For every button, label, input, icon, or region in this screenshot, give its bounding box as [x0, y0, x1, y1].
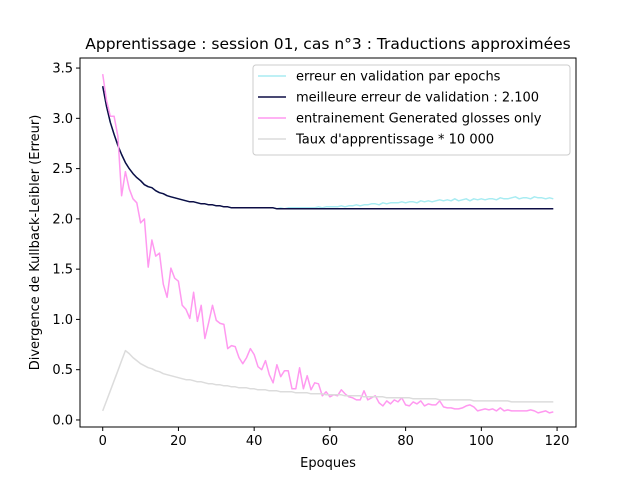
chart-title: Apprentissage : session 01, cas n°3 : Tr…: [85, 35, 570, 53]
series-layer: [101, 73, 554, 414]
y-tick-label: 1.0: [52, 313, 73, 328]
x-tick-label: 0: [99, 434, 107, 449]
series-line-taux-d-apprentissage-10-000: [101, 349, 554, 412]
legend-items: erreur en validation par epochs meilleure…: [258, 70, 542, 148]
x-tick-label: 120: [545, 434, 570, 449]
y-tick-label: 1.5: [52, 263, 73, 278]
y-tick-label: 0.0: [52, 413, 73, 428]
axes-frame: [79, 57, 577, 428]
y-tick-label: 2.5: [52, 162, 73, 177]
x-tick-label: 100: [469, 434, 494, 449]
legend: erreur en validation par epochs meilleure…: [252, 64, 571, 156]
y-tick-label: 0.5: [52, 363, 73, 378]
legend-label-meilleure-erreur-de-validation-2-100: meilleure erreur de validation : 2.100: [296, 91, 539, 106]
plot-area: 0 20 40 60 80 100 120 0.0 0.5 1.0 1.5 2.0 2.5 3.0 3.5: [52, 57, 577, 449]
series-line-meilleure-erreur-de-validation-2-100: [101, 86, 554, 210]
x-tick-label: 80: [397, 434, 414, 449]
x-axis-label: Epoques: [300, 456, 356, 471]
y-axis-label: Divergence de Kullback-Leibler (Erreur): [28, 115, 43, 371]
x-axis: 0 20 40 60 80 100 120: [99, 427, 570, 449]
legend-label-erreur-en-validation-par-epochs: erreur en validation par epochs: [296, 70, 501, 85]
y-tick-label: 3.0: [52, 112, 73, 127]
legend-label-entrainement-generated-glosses-only: entrainement Generated glosses only: [296, 112, 542, 127]
x-tick-label: 60: [322, 434, 339, 449]
x-tick-label: 20: [170, 434, 187, 449]
legend-box: [252, 64, 571, 156]
y-tick-label: 2.0: [52, 212, 73, 227]
y-tick-label: 3.5: [52, 62, 73, 77]
x-tick-label: 40: [246, 434, 263, 449]
y-axis: 0.0 0.5 1.0 1.5 2.0 2.5 3.0 3.5: [52, 62, 80, 428]
legend-label-taux-d-apprentissage-10-000: Taux d'apprentissage * 10 000: [295, 133, 494, 148]
